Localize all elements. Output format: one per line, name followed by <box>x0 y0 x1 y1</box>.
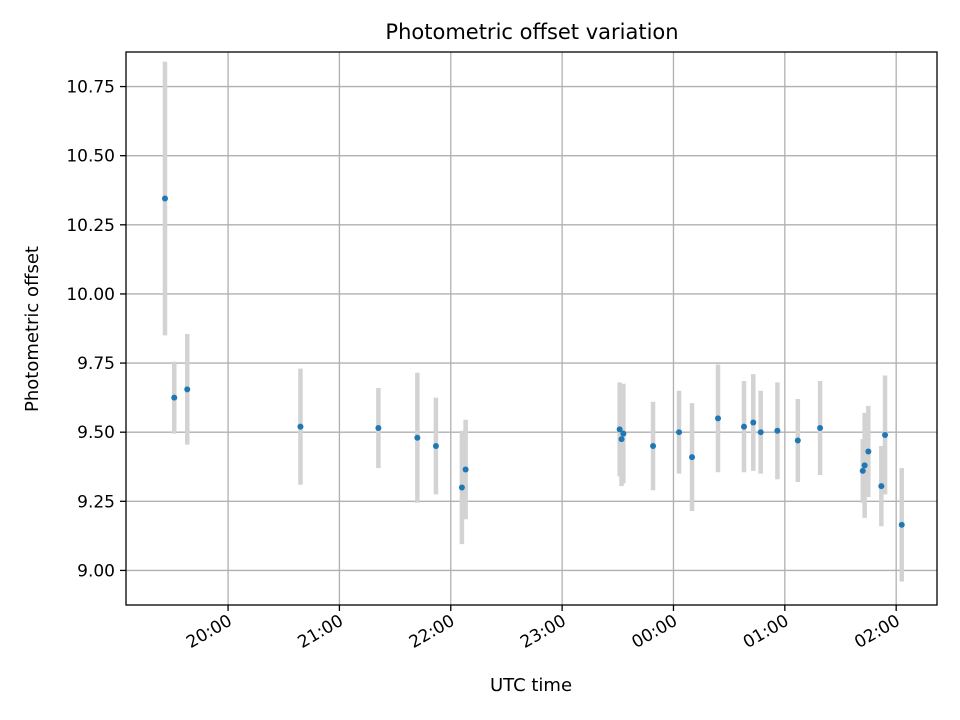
data-point <box>689 454 696 461</box>
data-point <box>161 195 168 202</box>
data-point <box>297 423 304 430</box>
chart-title: Photometric offset variation <box>385 20 678 44</box>
data-point <box>616 426 623 433</box>
y-axis-title: Photometric offset <box>22 246 43 412</box>
data-point <box>620 430 627 437</box>
data-point <box>882 431 889 438</box>
data-point <box>865 448 872 455</box>
plot-frame <box>125 51 938 606</box>
y-tick-label: 10.25 <box>66 216 115 236</box>
y-tick-label: 9.75 <box>77 354 115 374</box>
data-point <box>650 443 657 450</box>
plot-area <box>126 52 937 605</box>
data-point <box>184 386 191 393</box>
data-point <box>861 462 868 469</box>
data-point <box>750 419 757 426</box>
data-point <box>462 466 469 473</box>
data-point <box>817 425 824 432</box>
data-point <box>432 443 439 450</box>
y-tick-label: 10.75 <box>66 78 115 98</box>
y-tick-label: 9.50 <box>77 423 115 443</box>
y-tick-label: 10.50 <box>66 147 115 167</box>
x-axis-title: UTC time <box>490 675 572 696</box>
y-axis: 9.00 9.25 9.50 9.75 10.00 10.25 10.50 10.75 <box>66 78 126 581</box>
data-point <box>859 467 866 474</box>
data-point <box>458 484 465 491</box>
data-point <box>171 394 178 401</box>
y-tick-label: 9.25 <box>77 492 115 512</box>
data-point <box>375 425 382 432</box>
data-point <box>878 483 885 490</box>
data-point <box>774 427 781 434</box>
data-point <box>414 434 421 441</box>
grid <box>126 52 937 605</box>
data-point <box>618 436 625 443</box>
data-point <box>740 423 747 430</box>
y-tick-label: 10.00 <box>66 285 115 305</box>
data-point <box>715 415 722 422</box>
data-markers <box>161 195 905 528</box>
y-tick-label: 9.00 <box>77 561 115 581</box>
data-point <box>757 429 764 436</box>
data-point <box>794 437 801 444</box>
data-point <box>898 521 905 528</box>
data-point <box>676 429 683 436</box>
